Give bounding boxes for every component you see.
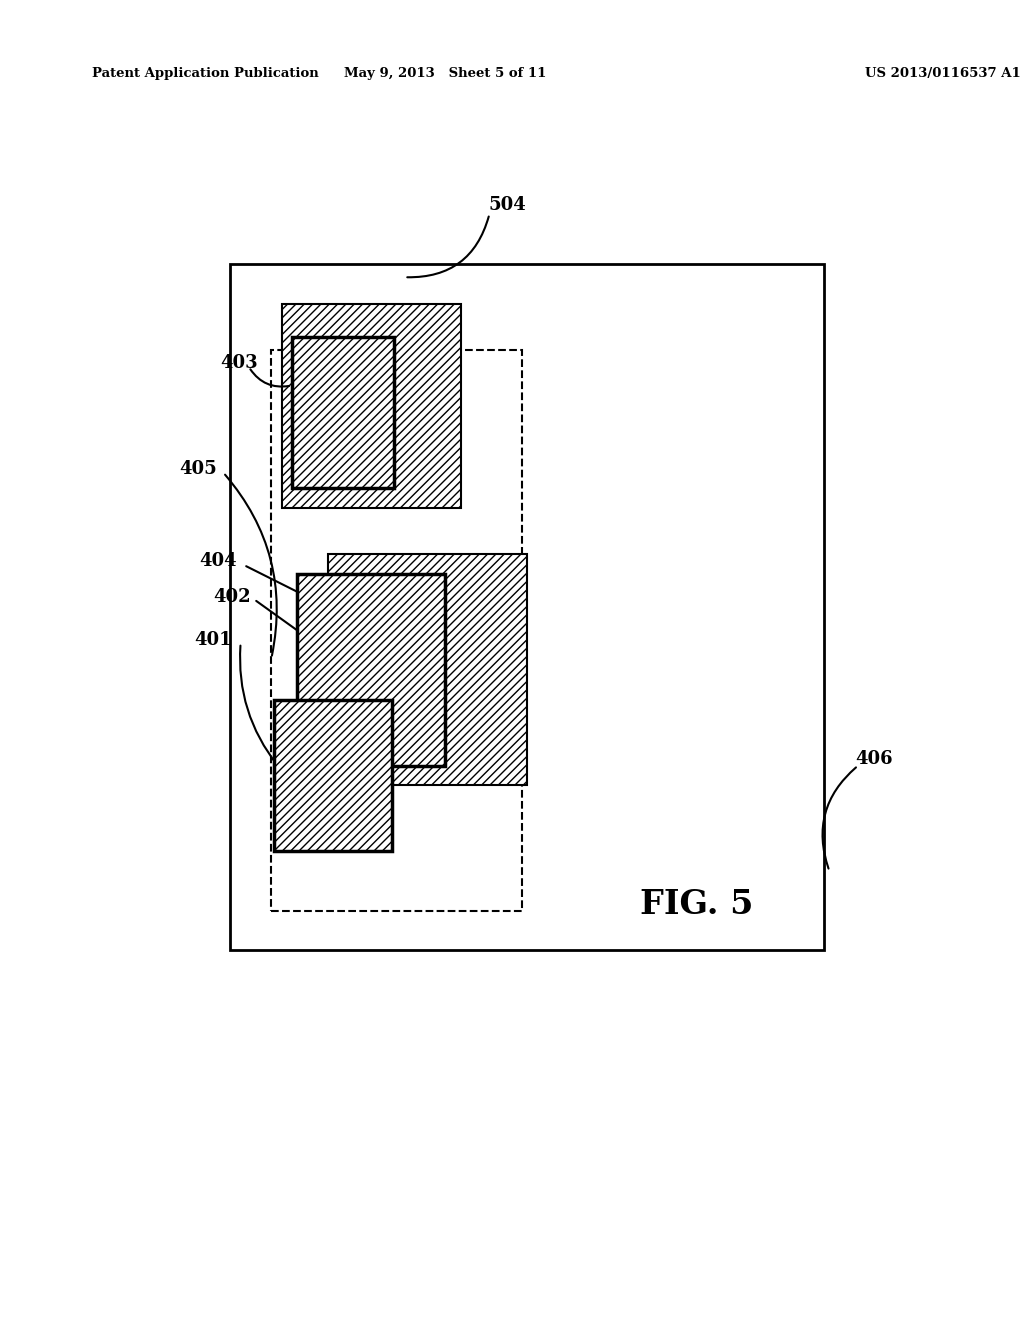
Bar	[297, 574, 445, 766]
Text: 403: 403	[220, 354, 258, 372]
Bar	[230, 264, 824, 950]
Bar	[271, 350, 522, 911]
Text: 401: 401	[195, 631, 232, 649]
Text: FIG. 5: FIG. 5	[640, 887, 753, 921]
Bar	[282, 304, 461, 508]
Text: 406: 406	[855, 750, 893, 768]
Text: 404: 404	[200, 552, 238, 570]
Text: May 9, 2013   Sheet 5 of 11: May 9, 2013 Sheet 5 of 11	[344, 67, 547, 81]
Text: 405: 405	[179, 459, 217, 478]
Bar	[292, 337, 394, 488]
Bar	[274, 700, 392, 851]
Text: 504: 504	[488, 195, 525, 214]
Text: 402: 402	[213, 587, 251, 606]
Bar	[328, 554, 527, 785]
Text: US 2013/0116537 A1: US 2013/0116537 A1	[865, 67, 1021, 81]
Text: Patent Application Publication: Patent Application Publication	[92, 67, 318, 81]
